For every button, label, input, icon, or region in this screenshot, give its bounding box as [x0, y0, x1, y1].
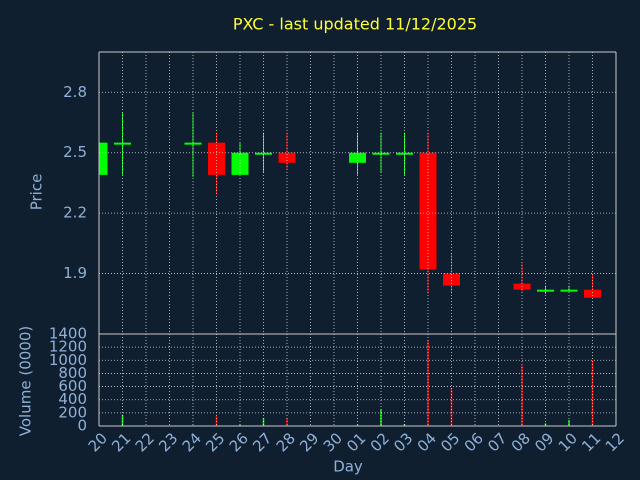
x-tick-label: 01: [343, 429, 369, 455]
x-tick-label: 08: [508, 429, 534, 455]
x-tick-label: 25: [202, 429, 228, 455]
candle-body: [396, 152, 413, 155]
chart-title: PXC - last updated 11/12/2025: [233, 15, 477, 34]
x-tick-label: 07: [484, 429, 510, 455]
candle-body: [443, 273, 460, 286]
candle-body: [208, 142, 225, 175]
volume-tick-label: 1200: [49, 338, 87, 356]
x-tick-label: 23: [155, 429, 181, 455]
x-tick-label: 21: [108, 429, 134, 455]
y-tick-label: 2.5: [63, 143, 87, 161]
x-tick-label: 24: [179, 429, 205, 455]
candle-body: [184, 142, 202, 145]
candle-body: [372, 152, 390, 155]
plot: [99, 112, 601, 426]
volume-tick-label: 1400: [49, 325, 87, 343]
volume-axis-label: Volume (0000): [17, 326, 35, 436]
volume-bar: [380, 409, 382, 426]
x-tick-label: 12: [602, 429, 628, 455]
x-tick-label: 11: [578, 429, 604, 455]
x-axis-label: Day: [333, 458, 363, 476]
volume-bar: [356, 424, 359, 426]
x-tick-label: 28: [273, 429, 299, 455]
volume-tick-label: 600: [58, 377, 87, 395]
candle-body: [255, 152, 272, 155]
volume-bar: [286, 418, 288, 426]
x-tick-label: 27: [249, 429, 275, 455]
x-tick-label: 06: [461, 429, 487, 455]
x-tick-label: 29: [296, 429, 322, 455]
y-tick-label: 2.8: [63, 83, 87, 101]
volume-tick-label: 1000: [49, 351, 87, 369]
volume-bar: [403, 424, 406, 426]
volume-tick-label: 800: [58, 364, 87, 382]
y-tick-label: 1.9: [63, 264, 87, 282]
volume-bar: [239, 424, 241, 426]
volume-bar: [521, 365, 523, 426]
volume-bar: [568, 420, 570, 426]
x-tick-label: 04: [414, 429, 440, 455]
x-tick-label: 22: [132, 429, 158, 455]
x-tick-label: 10: [555, 429, 581, 455]
volume-tick-label: 400: [58, 390, 87, 408]
volume-bar: [262, 418, 265, 426]
y-axis-label: Price: [28, 174, 46, 211]
volume-bar: [427, 340, 429, 426]
candle-body: [537, 289, 554, 292]
candle-body: [584, 289, 601, 298]
candle-body: [114, 142, 131, 145]
x-tick-label: 30: [320, 429, 346, 455]
x-tick-label: 02: [367, 429, 393, 455]
y-tick-label: 2.2: [63, 204, 87, 222]
volume-tick-label: 200: [58, 403, 87, 421]
x-tick-label: 26: [226, 429, 252, 455]
volume-bar: [121, 414, 124, 426]
candle-body: [99, 142, 108, 175]
volume-bar: [591, 360, 594, 426]
x-tick-label: 09: [531, 429, 557, 455]
volume-tick-label: 0: [77, 417, 87, 435]
candle-body: [560, 289, 578, 292]
x-tick-label: 03: [390, 429, 416, 455]
x-tick-label: 20: [85, 429, 111, 455]
x-tick-label: 05: [437, 429, 463, 455]
